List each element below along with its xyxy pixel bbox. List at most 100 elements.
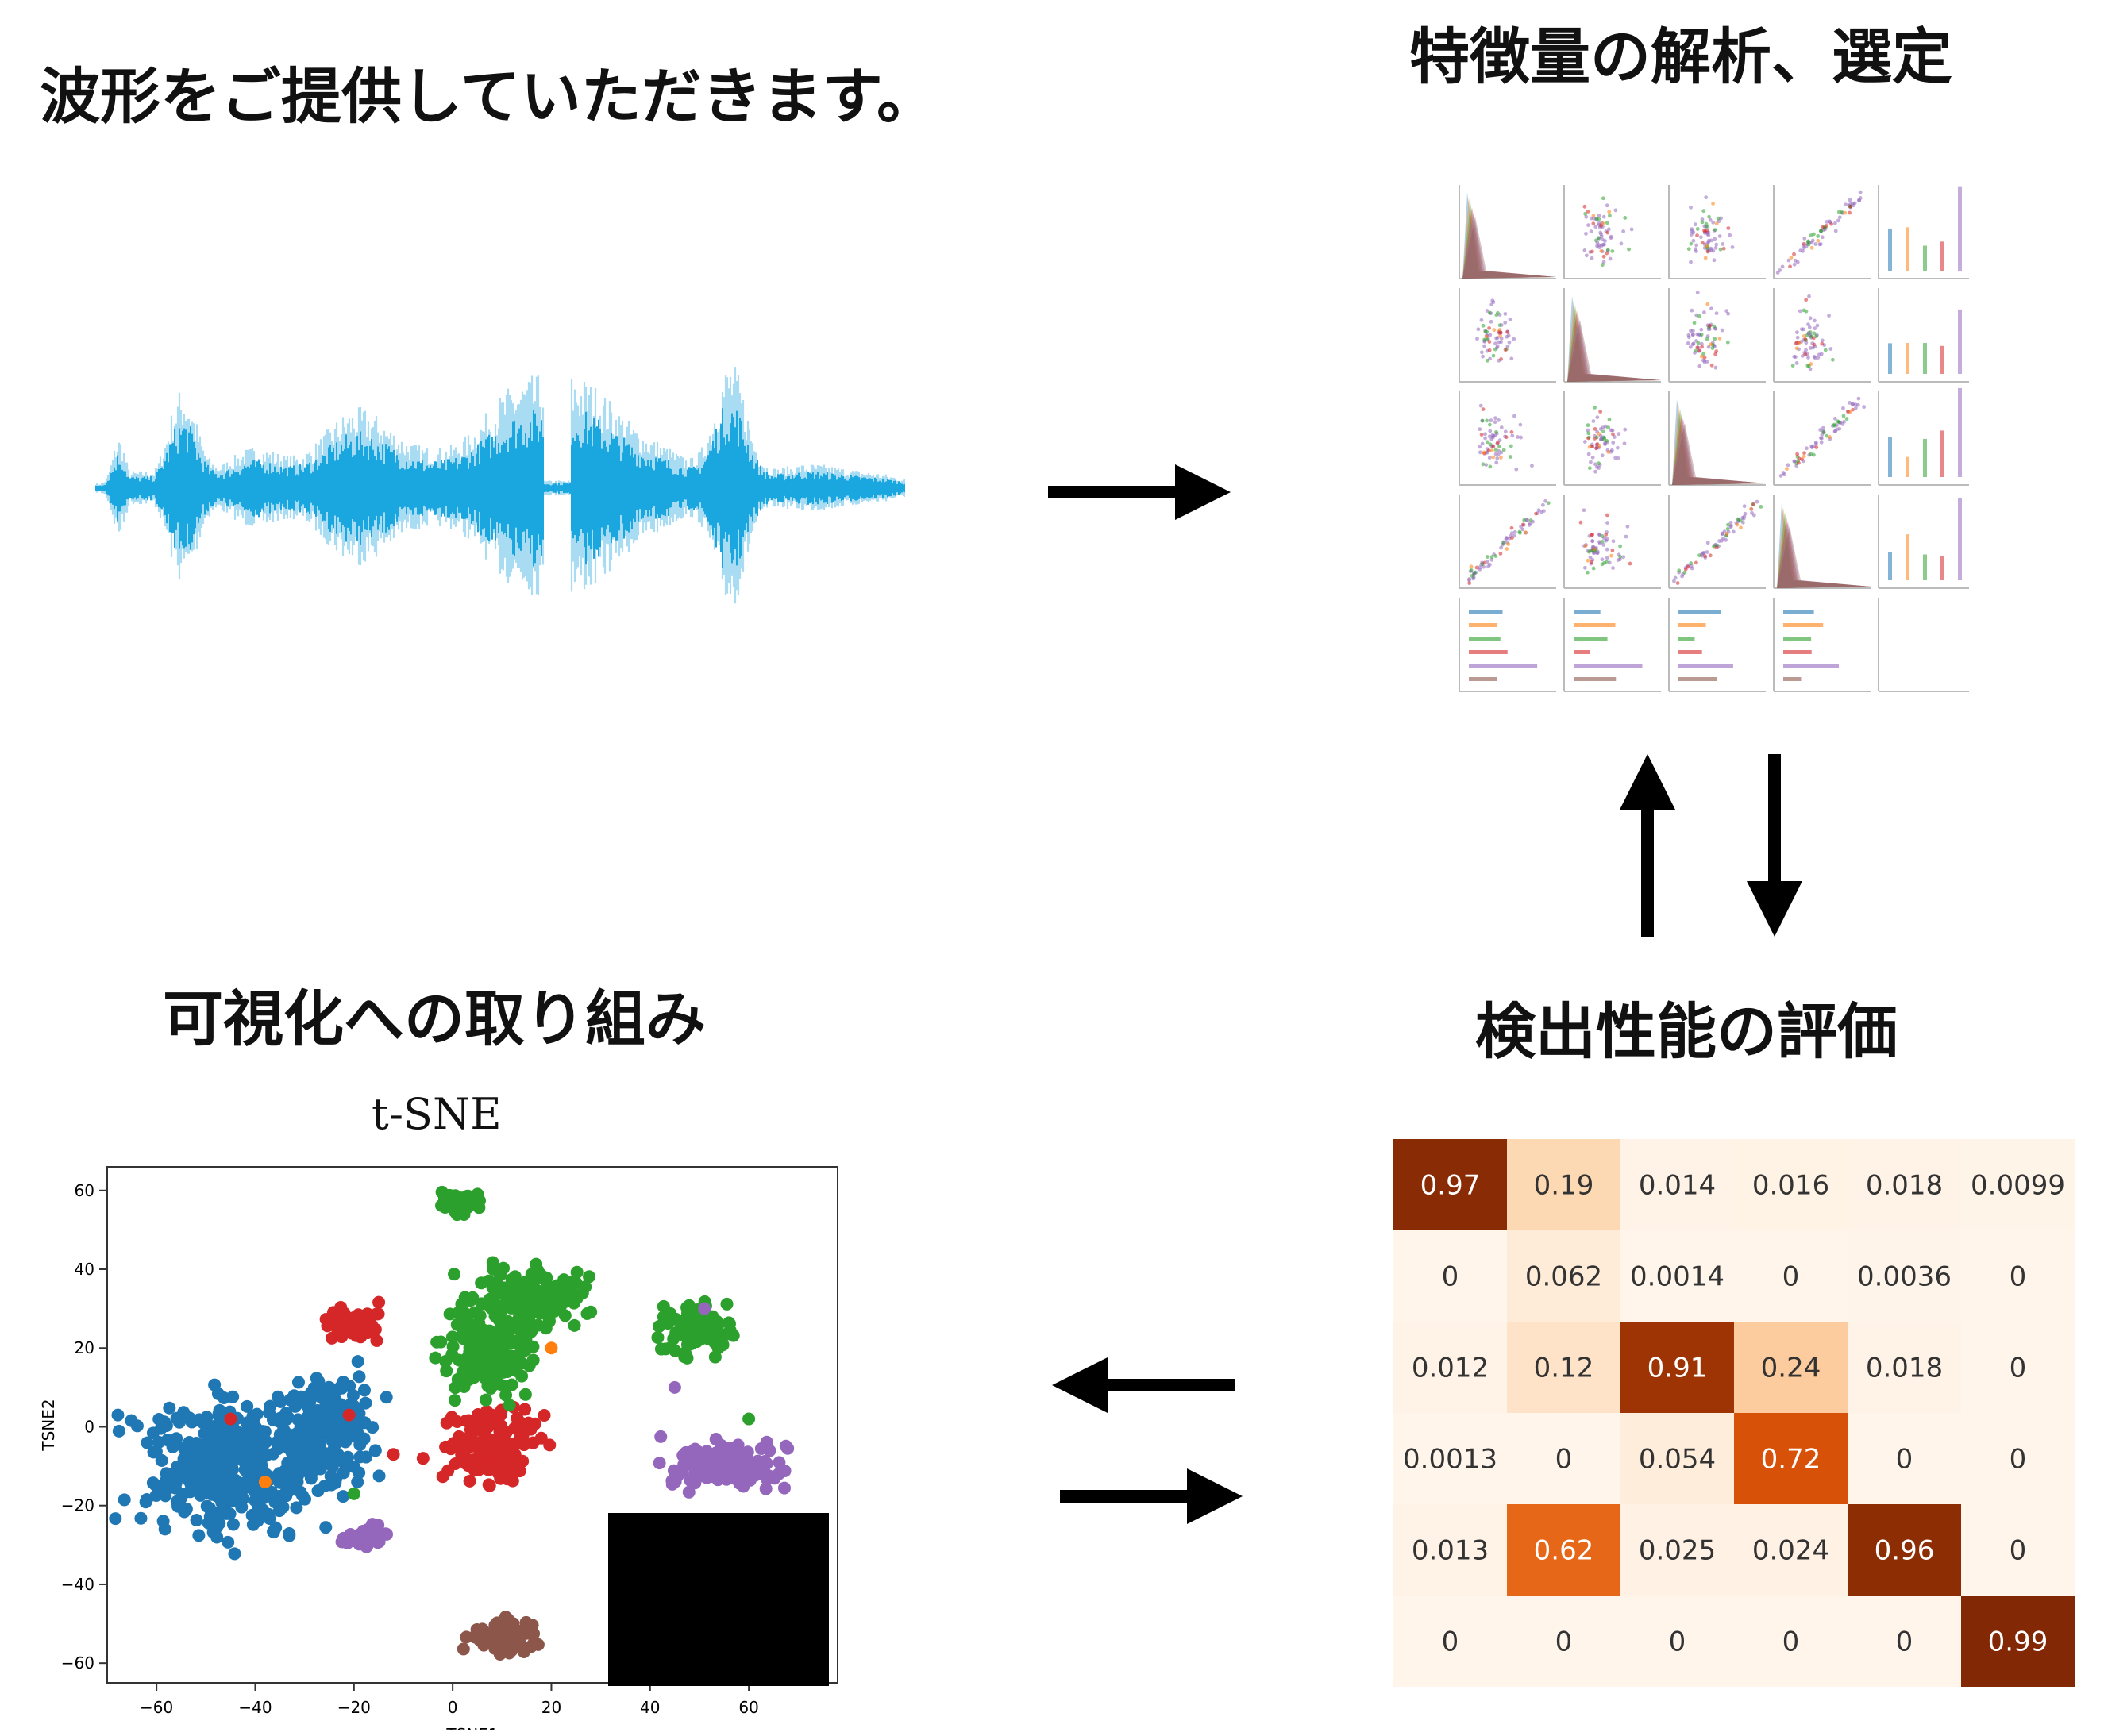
tsne-title: t-SNE <box>372 1089 502 1139</box>
heatmap-value: 0.0036 <box>1857 1261 1952 1293</box>
scatter-point <box>341 1319 354 1333</box>
scatter-point <box>515 1434 529 1447</box>
scatter-point <box>183 1470 197 1484</box>
scatter-point <box>272 1390 285 1403</box>
pairplot-cell <box>1878 185 1969 279</box>
scatter-point <box>737 1480 750 1493</box>
scatter-point <box>139 1495 152 1509</box>
heatmap-cell <box>1961 1322 2075 1413</box>
pairplot-cell <box>1773 391 1871 486</box>
scatter-point <box>477 1626 491 1640</box>
pairplot-cell <box>1563 288 1661 383</box>
scatter-point <box>657 1310 670 1323</box>
heatmap-value: 0.018 <box>1866 1170 1943 1202</box>
scatter-point <box>526 1638 540 1651</box>
scatter-point <box>688 1476 702 1490</box>
scatter-point <box>372 1469 386 1483</box>
scatter-point <box>202 1458 215 1472</box>
scatter-point <box>443 1307 457 1321</box>
scatter-point <box>466 1291 480 1304</box>
scatter-point <box>720 1297 734 1311</box>
scatter-point <box>357 1384 371 1397</box>
scatter-point <box>174 1492 187 1505</box>
scatter-point <box>494 1408 507 1422</box>
scatter-point <box>326 1460 339 1473</box>
scatter-point <box>360 1450 373 1464</box>
heatmap-cell <box>1734 1139 1848 1230</box>
scatter-point <box>307 1428 321 1442</box>
scatter-point <box>269 1521 283 1534</box>
scatter-point <box>300 1456 314 1469</box>
x-tick-label: 0 <box>448 1698 458 1717</box>
scatter-point <box>178 1411 191 1424</box>
pairplot-cell <box>1459 391 1556 486</box>
scatter-point <box>472 1463 485 1476</box>
scatter-point <box>335 1381 349 1395</box>
heatmap-value: 0.0013 <box>1403 1444 1497 1476</box>
heatmap-value: 0.0014 <box>1630 1261 1724 1293</box>
heatmap-cell <box>1961 1230 2075 1322</box>
scatter-point <box>284 1461 298 1475</box>
scatter-point <box>288 1448 302 1461</box>
heatmap-cell <box>1961 1596 2075 1687</box>
heatmap-cell <box>1620 1504 1734 1596</box>
y-tick-label: −60 <box>61 1653 94 1672</box>
scatter-point <box>337 1307 351 1321</box>
heatmap-value: 0 <box>1782 1261 1800 1293</box>
scatter-point <box>697 1469 711 1483</box>
heatmap-cell <box>1393 1596 1507 1687</box>
scatter-point <box>326 1306 340 1319</box>
scatter-point <box>187 1449 201 1462</box>
evaluation-heading: 検出性能の評価 <box>1475 996 1898 1067</box>
scatter-point <box>264 1399 277 1413</box>
heatmap-cell <box>1507 1139 1620 1230</box>
scatter-point <box>325 1478 338 1492</box>
heatmap-value: 0.018 <box>1866 1353 1943 1384</box>
scatter-point <box>762 1469 776 1483</box>
y-tick-label: 60 <box>75 1181 94 1200</box>
scatter-point <box>146 1426 160 1440</box>
scatter-point <box>488 1284 502 1297</box>
scatter-point <box>118 1493 131 1507</box>
heatmap-value: 0.014 <box>1639 1170 1716 1202</box>
scatter-point <box>268 1495 282 1509</box>
scatter-point <box>322 1380 336 1394</box>
heatmap-value: 0 <box>1555 1444 1573 1476</box>
scatter-point <box>654 1430 668 1443</box>
visualization-heading: 可視化への取り組み <box>163 983 706 1054</box>
scatter-point <box>468 1352 482 1365</box>
scatter-point <box>503 1351 517 1365</box>
scatter-point <box>460 1630 473 1644</box>
heatmap-value: 0.062 <box>1525 1261 1602 1293</box>
scatter-point <box>457 1642 470 1656</box>
heatmap-cell <box>1507 1322 1620 1413</box>
heatmap-cell <box>1848 1139 1961 1230</box>
heatmap-cell <box>1393 1504 1507 1596</box>
y-tick-label: −40 <box>61 1575 94 1594</box>
heatmap-value: 0.19 <box>1534 1170 1594 1202</box>
heatmap-cell <box>1734 1413 1848 1504</box>
scatter-point <box>487 1262 500 1276</box>
scatter-point <box>336 1425 349 1438</box>
pairplot-cell <box>1668 185 1766 279</box>
pairplot-cell <box>1459 185 1556 279</box>
scatter-point <box>553 1302 566 1315</box>
scatter-point <box>130 1419 144 1433</box>
scatter-point <box>365 1318 379 1332</box>
heatmap-cell <box>1620 1596 1734 1687</box>
scatter-point <box>514 1284 527 1298</box>
scatter-point <box>497 1261 511 1275</box>
pairplot-cell <box>1459 288 1556 383</box>
scatter-point <box>503 1438 517 1451</box>
pairplot-cell <box>1668 495 1766 589</box>
scatter-point <box>436 1470 449 1484</box>
scatter-point <box>222 1535 235 1549</box>
scatter-point <box>773 1456 786 1469</box>
scatter-point <box>490 1339 503 1353</box>
arrow-left-icon <box>1052 1357 1235 1413</box>
scatter-point <box>241 1399 254 1413</box>
scatter-point <box>190 1514 203 1527</box>
scatter-point <box>653 1457 666 1470</box>
pairplot-cell <box>1773 288 1871 383</box>
scatter-point <box>448 1268 461 1281</box>
